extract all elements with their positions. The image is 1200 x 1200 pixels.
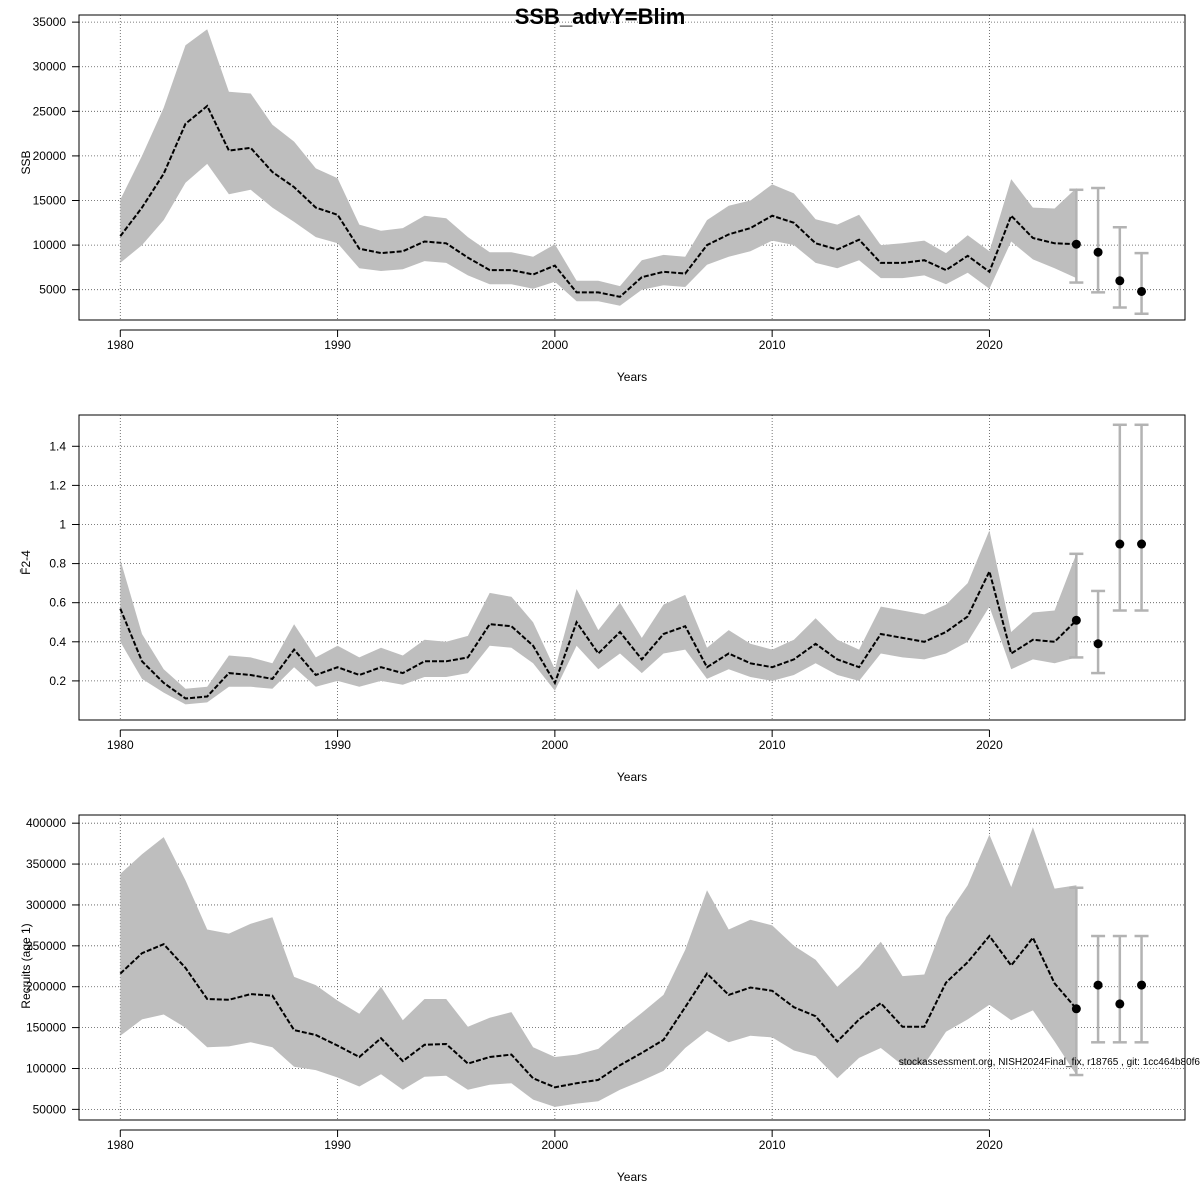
y-tick-label: 50000 <box>33 1102 67 1116</box>
y-tick-label: 15000 <box>33 193 67 207</box>
y-axis-label: SSB <box>19 150 33 174</box>
plot-frame <box>78 14 1186 321</box>
footnote: stockassessment.org, NISH2024Final_fix, … <box>899 1057 1200 1068</box>
y-tick-label: 400000 <box>26 816 66 830</box>
y-tick-label: 35000 <box>33 15 67 29</box>
y-axis-label: Recruits (age 1) <box>19 923 33 1008</box>
estimate-line <box>119 104 1077 298</box>
y-tick-label: 5000 <box>39 283 66 297</box>
panel-3: 1980 1990 2000 2010 2020 50000 100000 150000 200… <box>19 814 1186 1184</box>
forecast-point <box>1137 539 1147 549</box>
estimate-line <box>119 934 1078 1089</box>
x-tick-label: 2020 <box>976 738 1003 752</box>
y-tick-label: 1.2 <box>49 478 66 492</box>
forecast-point <box>1137 286 1147 296</box>
x-tick-label: 1990 <box>324 338 351 352</box>
figure-title: SSB_advY=Blim <box>515 4 686 29</box>
panel-2: 1980 1990 2000 2010 2020 0.2 0.4 0.6 0.8 1 1.2 1.4 Y… <box>19 414 1186 784</box>
x-tick-label: 1980 <box>107 738 134 752</box>
x-tick-label: 2000 <box>542 1138 569 1152</box>
plot-frame <box>78 414 1186 721</box>
y-tick-label: 20000 <box>33 149 67 163</box>
x-tick-label: 1990 <box>324 738 351 752</box>
plot-frame <box>78 814 1186 1121</box>
forecast-point <box>1093 639 1103 649</box>
y-tick-label: 25000 <box>33 104 67 118</box>
x-tick-label: 2020 <box>976 1138 1003 1152</box>
y-tick-label: 30000 <box>33 60 67 74</box>
y-tick-label: 150000 <box>26 1021 66 1035</box>
forecast-point <box>1071 239 1081 249</box>
y-tick-label: 0.4 <box>49 635 66 649</box>
x-tick-label: 2010 <box>759 738 786 752</box>
x-tick-label: 1980 <box>107 1138 134 1152</box>
confidence-band <box>120 827 1077 1107</box>
y-tick-label: 1.4 <box>49 439 66 453</box>
forecast-point <box>1115 276 1125 286</box>
panels: 1980 1990 2000 2010 2020 5000 10000 15000 20000 2… <box>19 14 1186 1184</box>
forecast-point <box>1137 980 1147 990</box>
confidence-band <box>120 29 1077 306</box>
y-tick-label: 1 <box>59 517 66 531</box>
forecast-point <box>1093 247 1103 257</box>
y-tick-label: 0.2 <box>49 674 66 688</box>
y-tick-label: 100000 <box>26 1061 66 1075</box>
forecast-point <box>1071 615 1081 625</box>
estimate-line <box>119 568 1078 700</box>
x-tick-label: 2000 <box>542 738 569 752</box>
forecast-point <box>1115 999 1125 1009</box>
x-tick-label: 2010 <box>759 338 786 352</box>
y-tick-label: 250000 <box>26 939 66 953</box>
x-tick-label: 2010 <box>759 1138 786 1152</box>
x-axis-label: Years <box>617 1170 647 1184</box>
y-tick-label: 10000 <box>33 238 67 252</box>
x-tick-label: 1980 <box>107 338 134 352</box>
y-axis-label: F̄2-4 <box>19 550 33 575</box>
x-tick-label: 1990 <box>324 1138 351 1152</box>
forecast-point <box>1115 539 1125 549</box>
x-axis-label: Years <box>617 370 647 384</box>
x-tick-label: 2000 <box>542 338 569 352</box>
forecast-point <box>1093 980 1103 990</box>
y-tick-label: 350000 <box>26 857 66 871</box>
x-axis-label: Years <box>617 770 647 784</box>
x-tick-label: 2020 <box>976 338 1003 352</box>
y-tick-label: 0.6 <box>49 596 66 610</box>
forecast-point <box>1071 1004 1081 1014</box>
confidence-band <box>120 530 1077 705</box>
y-tick-label: 300000 <box>26 898 66 912</box>
y-tick-label: 200000 <box>26 980 66 994</box>
panel-1: 1980 1990 2000 2010 2020 5000 10000 15000 20000 2… <box>19 14 1186 384</box>
y-tick-label: 0.8 <box>49 557 66 571</box>
